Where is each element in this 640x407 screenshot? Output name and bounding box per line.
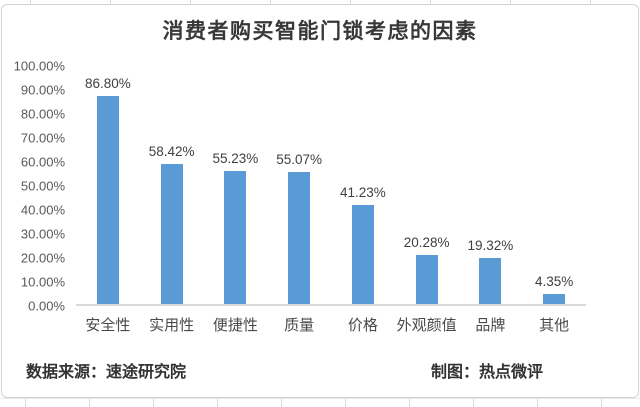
y-tick-label: 30.00% [20,226,65,242]
y-tick-label: 80.00% [20,106,65,122]
bar-slot: 20.28% [395,66,459,304]
spreadsheet-gridline-strip-top [0,0,640,4]
bar-data-label: 19.32% [467,237,514,253]
x-category-label: 便捷性 [212,318,258,334]
x-category-label: 品牌 [475,318,506,334]
bar-slot: 4.35% [522,66,586,304]
x-category-label: 安全性 [85,318,131,334]
bar-其他 [543,293,566,304]
bar-品牌 [479,257,502,304]
bar-slot: 86.80% [76,66,140,304]
x-category-label: 其他 [539,318,570,334]
x-category-label: 外观颜值 [396,318,457,334]
chart-title: 消费者购买智能门锁考虑的因素 [162,19,478,43]
chart-credit-note: 制图：热点微评 [431,364,544,381]
y-tick-label: 50.00% [20,178,65,194]
bar-data-label: 55.07% [276,151,323,167]
x-category-label: 实用性 [149,318,195,334]
bar-data-label: 55.23% [212,151,259,167]
bar-便捷性 [224,171,247,304]
bar-data-label: 41.23% [339,185,386,201]
y-tick-label: 60.00% [20,154,65,170]
bar-slot: 58.42% [140,66,204,304]
bar-slot: 55.23% [204,66,268,304]
bar-data-label: 86.80% [84,75,131,91]
bar-slot: 55.07% [267,66,331,304]
bar-质量 [288,171,311,304]
x-axis-labels: 安全性 实用性 便捷性 质量 价格 外观颜值 品牌 其他 [76,314,586,335]
y-tick-label: 40.00% [20,202,65,218]
y-tick-label: 10.00% [20,274,65,290]
chart-frame: 消费者购买智能门锁考虑的因素 0.00% 10.00% 20.00% 30.00% 40… [1,4,639,398]
y-axis: 0.00% 10.00% 20.00% 30.00% 40.00% 50.00% 60.00… [2,59,70,314]
bar-安全性 [96,95,119,304]
x-category-label: 质量 [284,318,315,334]
y-tick-label: 100.00% [13,58,65,74]
y-tick-label: 70.00% [20,130,65,146]
y-tick-label: 0.00% [28,298,65,314]
bar-外观颜值 [415,255,438,304]
bar-data-label: 20.28% [403,235,450,251]
plot-area: 86.80% 58.42% 55.23% 55.07% 41.23% 20.28% 19.3… [76,66,586,306]
bar-slot: 41.23% [331,66,395,304]
bar-实用性 [160,163,183,304]
bar-slot: 19.32% [459,66,523,304]
x-category-label: 价格 [347,318,378,334]
y-tick-label: 20.00% [20,250,65,266]
bar-data-label: 4.35% [534,273,574,289]
data-source-note: 数据来源：速途研究院 [26,364,187,381]
y-tick-label: 90.00% [20,82,65,98]
spreadsheet-gridline-strip-bottom [0,398,640,407]
bar-价格 [351,205,374,304]
bar-data-label: 58.42% [148,143,195,159]
